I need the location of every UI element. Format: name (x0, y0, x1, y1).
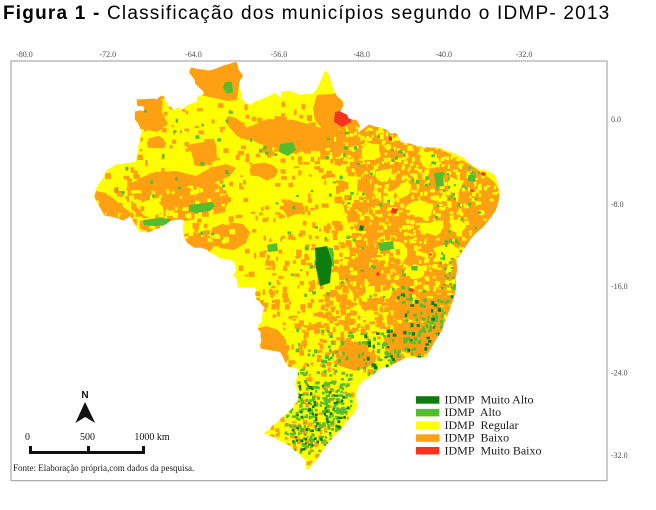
svg-text:-24.0: -24.0 (611, 369, 628, 378)
svg-text:500: 500 (80, 432, 95, 443)
svg-text:IDMP Baixo: IDMP Baixo (445, 431, 510, 445)
svg-text:0.0: 0.0 (611, 115, 621, 124)
svg-text:0: 0 (25, 432, 30, 443)
svg-text:-56.0: -56.0 (271, 50, 288, 59)
svg-text:-48.0: -48.0 (353, 50, 370, 59)
svg-text:IDMP Muito Baixo: IDMP Muito Baixo (445, 443, 542, 457)
svg-text:IDMP Muito Alto: IDMP Muito Alto (445, 393, 534, 407)
svg-text:-32.0: -32.0 (516, 50, 533, 59)
svg-text:-8.0: -8.0 (611, 200, 624, 209)
svg-text:N: N (81, 390, 88, 401)
svg-text:-72.0: -72.0 (99, 50, 116, 59)
svg-text:IDMP Alto: IDMP Alto (445, 405, 502, 419)
svg-text:1000 km: 1000 km (134, 432, 170, 443)
svg-text:-16.0: -16.0 (611, 282, 628, 291)
svg-text:IDMP Regular: IDMP Regular (445, 418, 519, 432)
svg-text:Fonte: Elaboração própria,com: Fonte: Elaboração própria,com dados da p… (13, 463, 194, 473)
svg-text:-40.0: -40.0 (435, 50, 452, 59)
svg-text:-80.0: -80.0 (16, 50, 33, 59)
svg-text:-64.0: -64.0 (185, 50, 202, 59)
svg-text:-32.0: -32.0 (611, 451, 628, 460)
